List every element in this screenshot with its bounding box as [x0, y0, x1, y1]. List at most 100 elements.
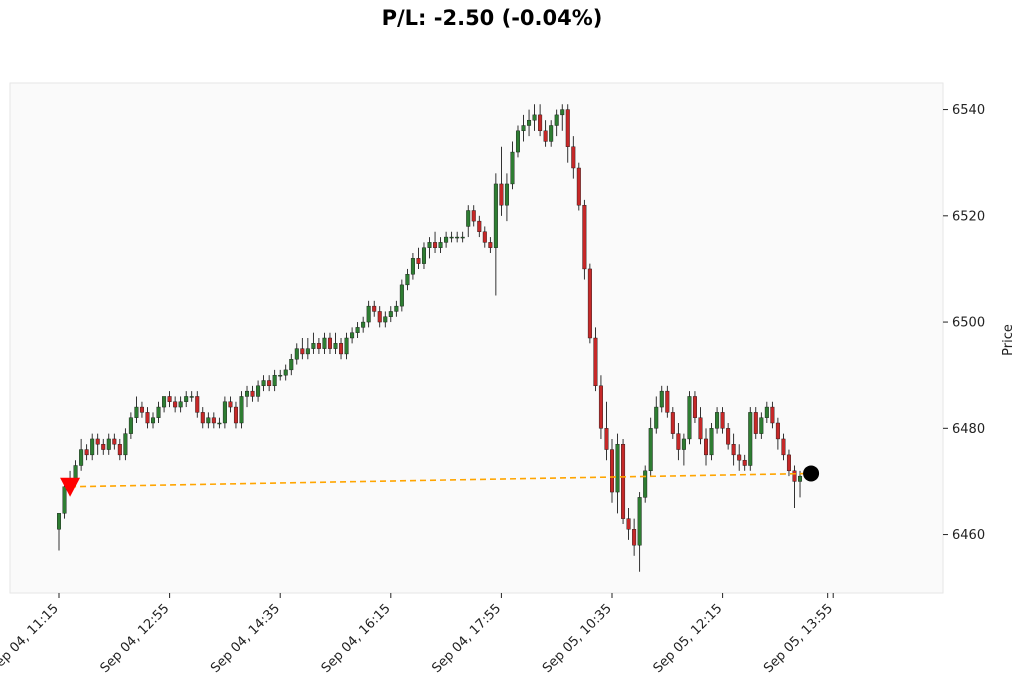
candle-body: [283, 369, 288, 376]
candle-body: [715, 412, 720, 429]
candle-body: [781, 438, 786, 456]
candle-body: [128, 417, 133, 434]
candle-body: [95, 438, 100, 445]
candle-body: [698, 417, 703, 440]
candle-body: [421, 247, 426, 264]
candle-body: [305, 348, 310, 355]
candle-body: [504, 183, 509, 206]
candle-body: [676, 433, 681, 450]
candle-body: [316, 343, 321, 349]
candle-body: [278, 374, 283, 377]
candle-body: [112, 438, 117, 445]
plot-area: [9, 82, 944, 594]
candle-body: [515, 130, 520, 153]
candle-body: [245, 390, 250, 397]
candle-body: [256, 385, 261, 397]
candle-body: [637, 497, 642, 546]
candle-body: [648, 428, 653, 472]
y-tick-label: 6500: [952, 316, 985, 331]
candle-body: [598, 385, 603, 429]
candle-body: [383, 316, 388, 323]
trade-overlay: [60, 465, 820, 497]
candle-body: [156, 406, 161, 418]
candle-body: [565, 109, 570, 147]
candle-body: [217, 422, 222, 425]
candle-body: [532, 114, 537, 121]
entry-marker: [60, 477, 81, 497]
x-tick-label: Sep 04, 11:15: [0, 601, 62, 676]
candle-body: [499, 183, 504, 206]
candle-body: [726, 428, 731, 445]
candle-body: [549, 125, 554, 142]
candle-body: [444, 236, 449, 243]
candle-body: [101, 444, 106, 450]
candle-body: [106, 438, 111, 450]
candle-body: [62, 486, 67, 514]
candle-body: [206, 417, 211, 424]
candle-body: [742, 459, 747, 466]
candle-body: [493, 183, 498, 248]
candle-body: [687, 396, 692, 440]
x-tick-label: Sep 05, 10:35: [540, 601, 615, 676]
candle-body: [84, 449, 89, 456]
candle-body: [731, 444, 736, 456]
candle-body: [449, 236, 454, 239]
candle-body: [593, 337, 598, 387]
candle-body: [576, 167, 581, 206]
candle-body: [151, 417, 156, 424]
candle-body: [753, 412, 758, 434]
x-tick-label: Sep 05, 12:15: [651, 601, 726, 676]
candle-body: [361, 321, 366, 328]
candle-body: [333, 343, 338, 349]
candle-body: [178, 401, 183, 408]
candle-body: [427, 242, 432, 248]
candle-body: [786, 454, 791, 472]
candle-body: [117, 444, 122, 456]
candle-body: [410, 258, 415, 275]
y-tick-label: 6480: [952, 422, 985, 437]
candle-body: [123, 433, 128, 456]
candle-body: [692, 396, 697, 418]
candle-body: [239, 396, 244, 424]
candle-body: [798, 475, 803, 482]
candle-body: [355, 327, 360, 333]
candle-body: [57, 513, 62, 530]
candle-body: [626, 518, 631, 530]
candle-body: [200, 412, 205, 424]
candle-body: [388, 311, 393, 317]
candle-body: [521, 125, 526, 132]
candle-body: [615, 444, 620, 493]
candle-body: [289, 359, 294, 371]
candle-body: [344, 337, 349, 355]
y-tick-label: 6540: [952, 103, 985, 118]
x-axis: Sep 04, 11:15 Sep 04, 12:55 Sep 04, 14:35 S…: [0, 593, 836, 676]
x-tick-label: Sep 04, 14:35: [208, 601, 283, 676]
candle-body: [79, 449, 84, 466]
candle-body: [233, 406, 238, 424]
candle-body: [709, 428, 714, 456]
candle-body: [162, 396, 167, 408]
candle-body: [272, 374, 277, 387]
candle-body: [792, 470, 797, 482]
candle-body: [394, 305, 399, 312]
candle-body: [554, 114, 559, 126]
candle-body: [587, 268, 592, 339]
candle-body: [173, 401, 178, 408]
chart-title: P/L: -2.50 (-0.04%): [381, 6, 603, 30]
candle-body: [737, 454, 742, 461]
candle-body: [267, 380, 272, 387]
candle-body: [189, 396, 194, 398]
trade-line: [70, 472, 812, 488]
candle-body: [632, 529, 637, 546]
candle-body: [399, 284, 404, 307]
candle-body: [770, 406, 775, 424]
candle-body: [748, 412, 753, 466]
candle-body: [571, 146, 576, 169]
candle-body: [621, 444, 626, 519]
candle-body: [510, 151, 515, 185]
x-tick-label: Sep 04, 16:15: [319, 601, 394, 676]
x-tick-label: Sep 05, 13:55: [761, 601, 836, 676]
candle-body: [670, 412, 675, 434]
candle-body: [134, 406, 139, 418]
candle-body: [482, 231, 487, 243]
